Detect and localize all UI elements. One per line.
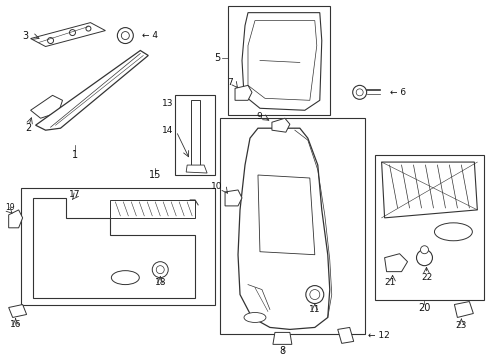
Text: 18: 18 [154,278,166,287]
Text: ← 4: ← 4 [142,31,158,40]
Polygon shape [385,254,408,272]
Polygon shape [36,50,148,130]
Bar [175,95,215,175]
Text: 8: 8 [280,346,286,356]
Circle shape [86,26,91,31]
Bar [228,6,330,115]
Polygon shape [9,210,23,228]
Polygon shape [238,128,330,329]
Polygon shape [454,302,473,318]
Circle shape [48,37,53,44]
Ellipse shape [111,271,139,285]
Polygon shape [235,85,252,100]
Ellipse shape [435,223,472,241]
Text: 15: 15 [149,170,161,180]
Circle shape [420,246,428,254]
Polygon shape [338,328,354,343]
Bar [21,188,215,305]
Polygon shape [225,190,242,206]
Circle shape [353,85,367,99]
Text: 9: 9 [256,112,262,121]
Polygon shape [191,100,200,165]
Text: 14: 14 [162,126,173,135]
Polygon shape [110,200,195,218]
Text: 11: 11 [309,305,320,314]
Polygon shape [33,198,195,298]
Polygon shape [258,175,315,255]
Text: 7: 7 [227,78,233,87]
Text: 22: 22 [422,273,433,282]
Circle shape [122,32,129,40]
Text: 13: 13 [162,99,173,108]
Circle shape [356,89,363,96]
Text: 19: 19 [6,203,15,212]
Circle shape [118,28,133,44]
Circle shape [416,250,433,266]
Circle shape [306,285,324,303]
Polygon shape [382,162,477,218]
Circle shape [70,30,75,36]
Polygon shape [273,332,292,345]
Text: 1: 1 [73,150,78,160]
Text: 23: 23 [456,321,467,330]
Text: 3: 3 [23,31,28,41]
Text: 10: 10 [211,183,222,192]
Bar [375,155,484,300]
Polygon shape [242,13,322,110]
Text: 17: 17 [69,190,80,199]
Text: 2: 2 [25,123,32,133]
Polygon shape [9,305,26,318]
Text: ← 6: ← 6 [390,88,406,97]
Polygon shape [272,118,290,132]
Text: 16: 16 [10,320,22,329]
Polygon shape [30,95,63,118]
Ellipse shape [244,312,266,323]
Circle shape [310,289,320,300]
Bar [220,118,365,334]
Polygon shape [30,23,105,46]
Text: 20: 20 [418,302,431,312]
Circle shape [152,262,168,278]
Polygon shape [186,165,207,173]
Polygon shape [248,21,317,100]
Text: 5: 5 [214,54,220,63]
Text: ← 12: ← 12 [368,331,390,340]
Circle shape [156,266,164,274]
Text: 21: 21 [384,278,395,287]
